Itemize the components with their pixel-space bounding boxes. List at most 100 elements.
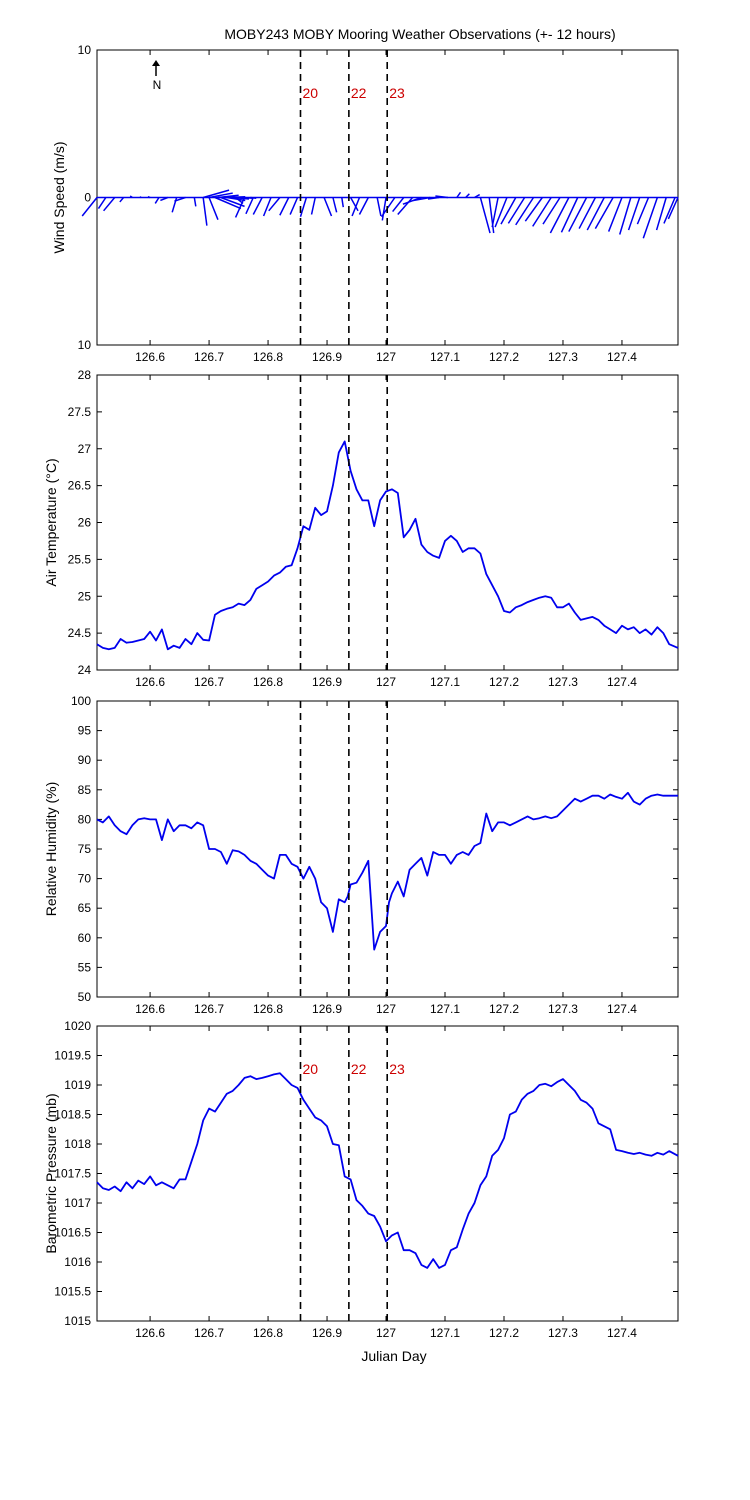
x-tick-label: 126.6	[135, 675, 165, 689]
wind-vector	[507, 197, 526, 224]
wind-vector	[392, 197, 405, 213]
panel-relative_humidity: 126.6 126.7 126.8 126.9 127 127.1 127.2 127.3 12…	[43, 694, 679, 1016]
wind-vector	[174, 196, 186, 202]
wind-vector	[474, 193, 481, 199]
y-tick-label: 65	[78, 901, 92, 915]
y-tick-label: 75	[78, 842, 92, 856]
y-tick-label: 1017	[64, 1196, 91, 1210]
wind-vector	[397, 197, 414, 216]
wind-vector	[542, 197, 561, 225]
y-tick-label: 1019.5	[54, 1049, 91, 1063]
marker-label-23: 23	[389, 85, 405, 101]
wind-vector	[97, 197, 107, 210]
y-tick-label: 60	[78, 931, 92, 945]
x-axis-label: Julian Day	[361, 1348, 426, 1364]
wind-vector	[234, 197, 246, 218]
wind-vector	[627, 197, 641, 231]
wind-vector	[349, 197, 359, 212]
wind-vector	[667, 197, 679, 220]
wind-vector	[479, 197, 491, 234]
wind-vector	[500, 197, 517, 225]
x-tick-label: 126.7	[194, 675, 224, 689]
x-tick-label: 126.8	[253, 350, 283, 364]
x-tick-label: 127.2	[489, 1326, 519, 1340]
y-axis-label-wind: Wind Speed (m/s)	[51, 141, 67, 253]
wind-vector	[310, 197, 316, 215]
wind-vector	[376, 197, 382, 217]
wind-vector	[202, 197, 208, 226]
y-tick-label: 0	[84, 191, 91, 205]
y-tick-label: 1015.5	[54, 1285, 91, 1299]
wind-vector	[119, 197, 125, 203]
y-tick-label: 1018.5	[54, 1108, 91, 1122]
y-tick-label: 24.5	[68, 626, 92, 640]
series-line-barometric_pressure	[96, 1072, 679, 1269]
wind-vector	[524, 197, 543, 222]
x-tick-label: 126.9	[312, 675, 342, 689]
y-tick-label: 1016.5	[54, 1226, 91, 1240]
x-tick-label: 127	[376, 1002, 396, 1016]
x-tick-label: 127.3	[548, 350, 578, 364]
wind-vector	[323, 197, 333, 217]
x-tick-label: 127.2	[489, 675, 519, 689]
wind-vector	[289, 197, 299, 215]
wind-vector	[358, 197, 369, 215]
x-tick-label: 127	[376, 350, 396, 364]
x-tick-label: 126.7	[194, 1002, 224, 1016]
x-tick-label: 127.4	[607, 350, 637, 364]
figure-title: MOBY243 MOBY Mooring Weather Observation…	[224, 26, 615, 42]
x-tick-label: 127.1	[430, 1002, 460, 1016]
y-tick-label: 28	[78, 368, 92, 382]
y-tick-label: 25.5	[68, 552, 92, 566]
y-tick-label: 27	[78, 442, 92, 456]
y-tick-label: 24	[78, 663, 92, 677]
wind-vector	[465, 193, 470, 199]
y-axis-label-air_temperature: Air Temperature (°C)	[43, 458, 59, 586]
wind-vector	[642, 197, 659, 239]
y-tick-label: 70	[78, 872, 92, 886]
wind-vector	[494, 197, 508, 228]
wind-vector	[413, 196, 431, 202]
wind-vector	[129, 195, 133, 199]
x-tick-label: 127.3	[548, 675, 578, 689]
y-tick-label: 1019	[64, 1078, 91, 1092]
wind-vector	[549, 197, 570, 234]
x-tick-label: 126.9	[312, 1326, 342, 1340]
x-tick-label: 126.9	[312, 1002, 342, 1016]
y-tick-label: 80	[78, 812, 92, 826]
x-tick-label: 126.6	[135, 350, 165, 364]
marker-label-20: 20	[302, 85, 318, 101]
wind-vector	[154, 197, 160, 204]
y-tick-label: 27.5	[68, 405, 92, 419]
wind-vector	[332, 197, 338, 213]
wind-vector	[217, 194, 239, 199]
wind-vector	[208, 192, 233, 199]
wind-vector	[435, 195, 449, 199]
wind-vector	[663, 197, 676, 224]
x-tick-label: 127	[376, 1326, 396, 1340]
wind-vector	[103, 197, 116, 212]
y-tick-label: 55	[78, 960, 92, 974]
wind-vector	[586, 197, 605, 231]
wind-vector	[160, 196, 169, 202]
wind-vector	[491, 197, 499, 228]
wind-vector	[655, 197, 667, 231]
x-tick-label: 126.7	[194, 350, 224, 364]
y-tick-label: 1018	[64, 1137, 91, 1151]
x-tick-label: 127.2	[489, 1002, 519, 1016]
wind-vector	[456, 191, 462, 198]
y-tick-label: 25	[78, 589, 92, 603]
x-tick-label: 127.3	[548, 1326, 578, 1340]
x-tick-label: 127.3	[548, 1002, 578, 1016]
y-tick-label: 1016	[64, 1255, 91, 1269]
wind-vector	[299, 197, 308, 217]
y-tick-label: 1015	[64, 1314, 91, 1328]
wind-vector	[202, 189, 230, 199]
wind-vector	[515, 197, 535, 226]
panel-air_temperature: 126.6 126.7 126.8 126.9 127 127.1 127.2 127.3 12…	[43, 368, 679, 689]
y-tick-label: 26.5	[68, 479, 92, 493]
wind-vector	[381, 197, 387, 221]
wind-vector	[402, 196, 422, 205]
